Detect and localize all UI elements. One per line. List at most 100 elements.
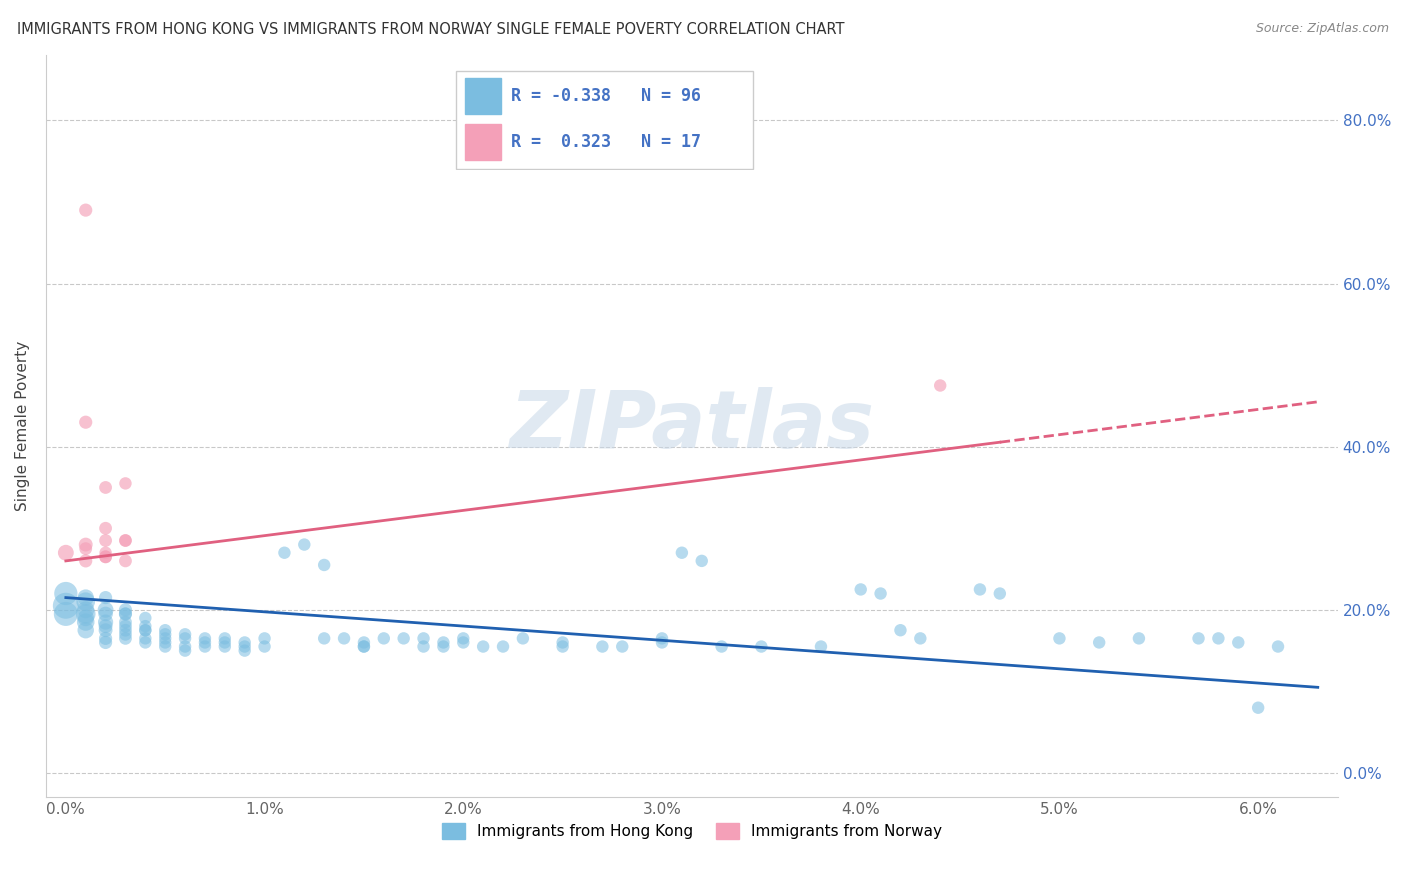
- Point: [134, 611, 156, 625]
- Point: [153, 627, 176, 641]
- Point: [75, 615, 97, 629]
- Point: [1049, 632, 1071, 646]
- Point: [153, 635, 176, 649]
- Point: [194, 640, 217, 654]
- Point: [651, 635, 673, 649]
- Point: [114, 624, 136, 638]
- Point: [55, 546, 77, 560]
- Point: [651, 632, 673, 646]
- Point: [292, 538, 315, 552]
- Point: [194, 632, 217, 646]
- Point: [94, 521, 117, 535]
- Point: [751, 640, 773, 654]
- Point: [75, 624, 97, 638]
- Point: [94, 619, 117, 633]
- Point: [94, 607, 117, 621]
- Point: [710, 640, 733, 654]
- Point: [134, 624, 156, 638]
- Point: [353, 640, 375, 654]
- Text: IMMIGRANTS FROM HONG KONG VS IMMIGRANTS FROM NORWAY SINGLE FEMALE POVERTY CORREL: IMMIGRANTS FROM HONG KONG VS IMMIGRANTS …: [17, 22, 845, 37]
- Point: [153, 632, 176, 646]
- Point: [114, 632, 136, 646]
- Point: [432, 635, 454, 649]
- Point: [114, 476, 136, 491]
- Point: [114, 627, 136, 641]
- Point: [55, 607, 77, 621]
- Point: [492, 640, 515, 654]
- Point: [174, 632, 197, 646]
- Point: [233, 640, 256, 654]
- Point: [373, 632, 395, 646]
- Point: [612, 640, 634, 654]
- Point: [134, 632, 156, 646]
- Point: [94, 546, 117, 560]
- Point: [94, 615, 117, 629]
- Point: [75, 611, 97, 625]
- Point: [75, 603, 97, 617]
- Point: [94, 624, 117, 638]
- Point: [94, 480, 117, 494]
- Point: [412, 640, 434, 654]
- Point: [174, 640, 197, 654]
- Point: [233, 643, 256, 657]
- Point: [114, 554, 136, 568]
- Point: [392, 632, 415, 646]
- Point: [94, 533, 117, 548]
- Point: [75, 591, 97, 605]
- Text: Source: ZipAtlas.com: Source: ZipAtlas.com: [1256, 22, 1389, 36]
- Point: [969, 582, 991, 597]
- Point: [114, 533, 136, 548]
- Point: [194, 635, 217, 649]
- Point: [869, 586, 891, 600]
- Point: [94, 603, 117, 617]
- Point: [94, 591, 117, 605]
- Point: [512, 632, 534, 646]
- Point: [314, 632, 336, 646]
- Point: [174, 627, 197, 641]
- Legend: Immigrants from Hong Kong, Immigrants from Norway: Immigrants from Hong Kong, Immigrants fr…: [436, 817, 948, 846]
- Point: [55, 599, 77, 613]
- Point: [214, 640, 236, 654]
- Point: [134, 619, 156, 633]
- Point: [1187, 632, 1209, 646]
- Point: [1088, 635, 1111, 649]
- Point: [153, 624, 176, 638]
- Point: [1227, 635, 1250, 649]
- Point: [988, 586, 1011, 600]
- Point: [353, 640, 375, 654]
- Point: [134, 624, 156, 638]
- Point: [114, 619, 136, 633]
- Point: [114, 533, 136, 548]
- Point: [253, 632, 276, 646]
- Point: [153, 640, 176, 654]
- Point: [432, 640, 454, 654]
- Point: [214, 632, 236, 646]
- Point: [412, 632, 434, 646]
- Point: [273, 546, 295, 560]
- Point: [134, 635, 156, 649]
- Point: [889, 624, 911, 638]
- Point: [94, 549, 117, 564]
- Point: [114, 603, 136, 617]
- Point: [849, 582, 872, 597]
- Point: [551, 640, 574, 654]
- Point: [75, 595, 97, 609]
- Point: [253, 640, 276, 654]
- Point: [75, 203, 97, 218]
- Point: [314, 558, 336, 572]
- Point: [94, 549, 117, 564]
- Point: [94, 632, 117, 646]
- Point: [233, 635, 256, 649]
- Point: [114, 607, 136, 621]
- Point: [1267, 640, 1289, 654]
- Point: [1208, 632, 1230, 646]
- Point: [75, 415, 97, 429]
- Point: [55, 586, 77, 600]
- Point: [333, 632, 356, 646]
- Point: [910, 632, 932, 646]
- Point: [591, 640, 613, 654]
- Point: [114, 615, 136, 629]
- Point: [810, 640, 832, 654]
- Point: [94, 635, 117, 649]
- Point: [929, 378, 952, 392]
